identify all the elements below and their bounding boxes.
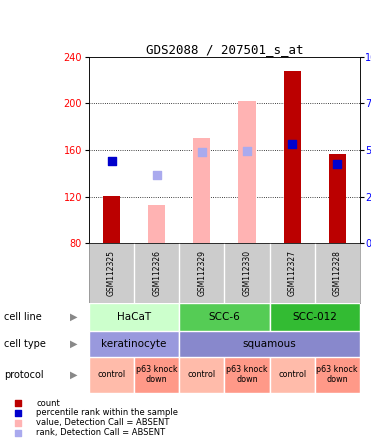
Point — [334, 161, 340, 168]
Text: p63 knock
down: p63 knock down — [226, 365, 268, 385]
Title: GDS2088 / 207501_s_at: GDS2088 / 207501_s_at — [146, 43, 303, 56]
Point — [109, 157, 115, 164]
Bar — [89, 357, 134, 393]
Text: GSM112327: GSM112327 — [288, 250, 297, 296]
Text: p63 knock
down: p63 knock down — [136, 365, 178, 385]
Bar — [89, 331, 179, 357]
Bar — [179, 303, 270, 331]
Text: GSM112328: GSM112328 — [333, 250, 342, 296]
Point — [199, 149, 205, 156]
Bar — [224, 357, 270, 393]
Bar — [179, 357, 224, 393]
Text: protocol: protocol — [4, 370, 43, 380]
Text: HaCaT: HaCaT — [117, 312, 151, 322]
Bar — [315, 357, 360, 393]
Bar — [134, 357, 179, 393]
Text: GSM112330: GSM112330 — [243, 250, 252, 296]
Text: SCC-6: SCC-6 — [209, 312, 240, 322]
Bar — [103, 195, 120, 243]
Text: control: control — [188, 370, 216, 379]
Text: cell type: cell type — [4, 339, 46, 349]
Text: rank, Detection Call = ABSENT: rank, Detection Call = ABSENT — [36, 428, 165, 437]
Text: count: count — [36, 399, 60, 408]
Point — [154, 171, 160, 178]
Bar — [329, 154, 346, 243]
Bar — [270, 303, 360, 331]
Text: value, Detection Call = ABSENT: value, Detection Call = ABSENT — [36, 418, 170, 427]
Point — [15, 409, 21, 416]
Point — [15, 400, 21, 407]
Text: cell line: cell line — [4, 312, 42, 322]
Text: SCC-012: SCC-012 — [292, 312, 337, 322]
Point — [15, 419, 21, 426]
Text: p63 knock
down: p63 knock down — [316, 365, 358, 385]
Text: GSM112329: GSM112329 — [197, 250, 206, 296]
Bar — [270, 357, 315, 393]
Text: GSM112326: GSM112326 — [152, 250, 161, 296]
Bar — [193, 139, 210, 243]
Text: ▶: ▶ — [70, 339, 78, 349]
Bar — [179, 331, 360, 357]
Text: ▶: ▶ — [70, 370, 78, 380]
Bar — [239, 101, 256, 243]
Point — [289, 141, 295, 148]
Text: GSM112325: GSM112325 — [107, 250, 116, 296]
Bar — [148, 205, 165, 243]
Point — [244, 148, 250, 155]
Text: ▶: ▶ — [70, 312, 78, 322]
Text: control: control — [278, 370, 306, 379]
Text: percentile rank within the sample: percentile rank within the sample — [36, 408, 178, 417]
Text: keratinocyte: keratinocyte — [102, 339, 167, 349]
Bar — [283, 71, 301, 243]
Text: control: control — [98, 370, 126, 379]
Text: squamous: squamous — [243, 339, 296, 349]
Bar — [89, 303, 179, 331]
Point — [15, 429, 21, 436]
